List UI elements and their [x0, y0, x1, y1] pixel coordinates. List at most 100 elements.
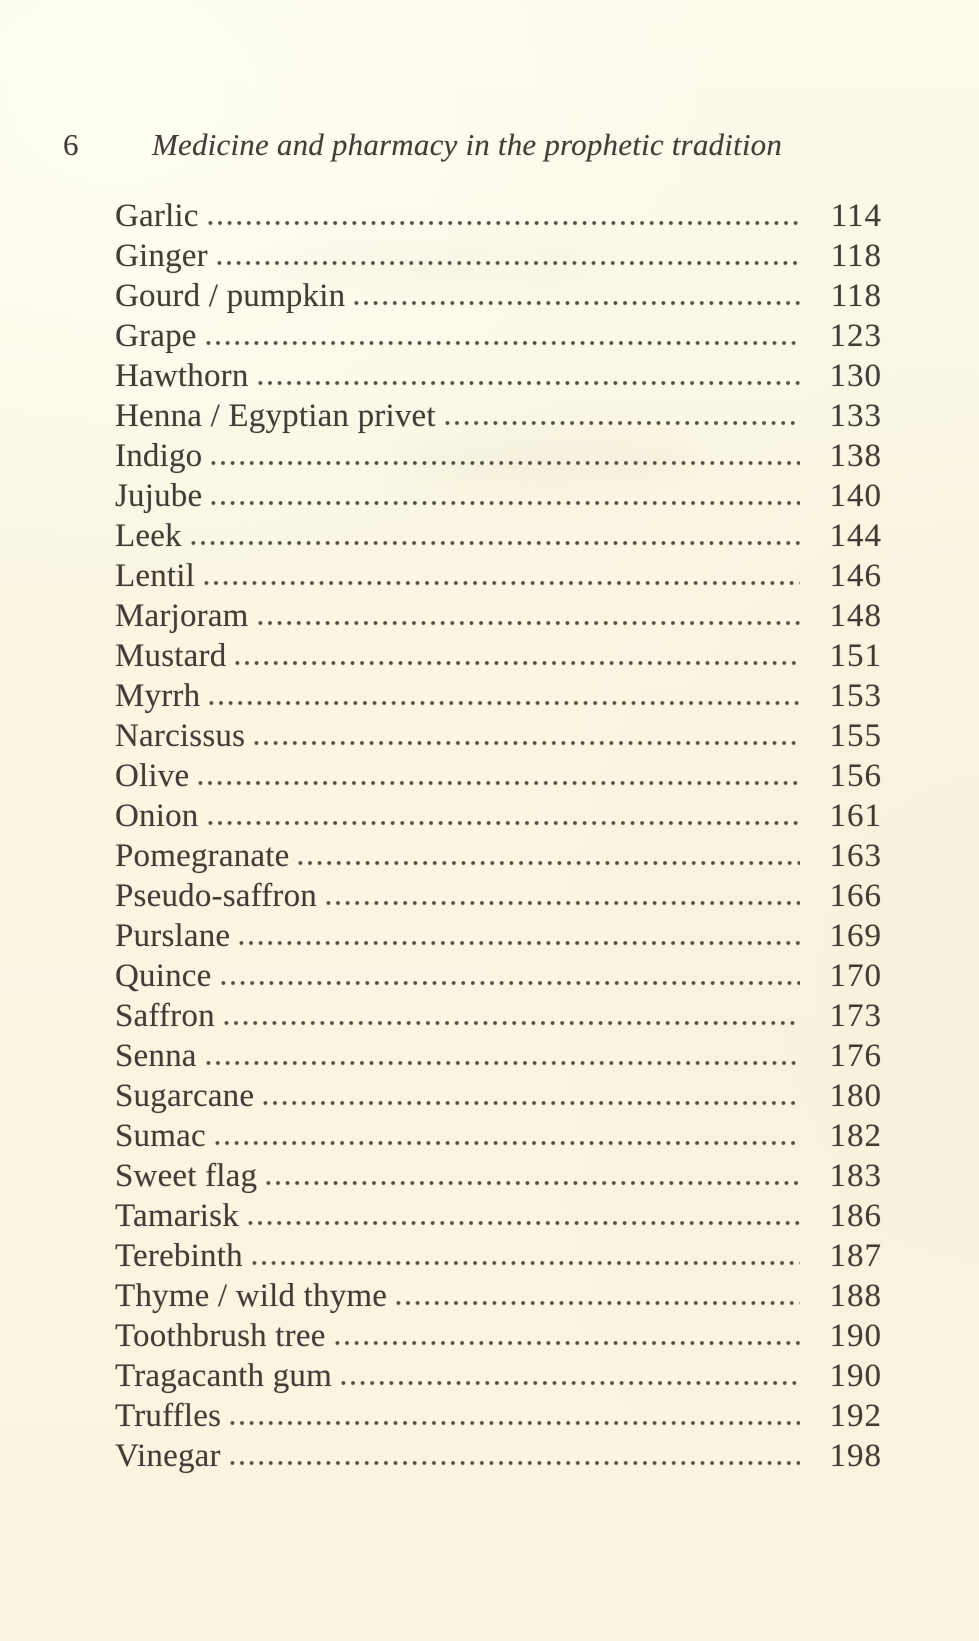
toc-leader-dots: [205, 340, 800, 346]
toc-entry-page: 190: [829, 1318, 882, 1354]
toc-entry-title: Tamarisk: [115, 1198, 239, 1234]
toc-row: Grape 123: [115, 316, 882, 356]
toc-row: Terebinth 187: [115, 1236, 882, 1276]
toc-row: Pomegranate 163: [115, 836, 882, 876]
toc-entry-page: 114: [830, 198, 882, 234]
toc-leader-dots: [190, 540, 800, 546]
toc-entry-page: 180: [829, 1078, 882, 1114]
toc-leader-dots: [229, 1460, 800, 1466]
toc-entry-title: Sugarcane: [115, 1078, 255, 1114]
toc-entry-page: 144: [829, 518, 882, 554]
toc-leader-dots: [207, 820, 800, 826]
toc-row: Onion 161: [115, 796, 882, 836]
toc-entry-page: 138: [829, 438, 882, 474]
running-head-title: Medicine and pharmacy in the prophetic t…: [152, 127, 783, 162]
toc-row: Ginger 118: [115, 236, 882, 276]
toc-leader-dots: [209, 700, 800, 706]
toc-entry-page: 186: [829, 1198, 882, 1234]
toc-entry-title: Sumac: [115, 1118, 206, 1154]
toc-row: Narcissus 155: [115, 716, 882, 756]
toc-entry-page: 151: [829, 638, 882, 674]
toc-entry-title: Gourd / pumpkin: [115, 278, 346, 314]
toc-entry-page: 148: [829, 598, 882, 634]
toc-leader-dots: [354, 300, 800, 306]
toc-entry-title: Indigo: [115, 438, 203, 474]
toc-entry-title: Senna: [115, 1038, 197, 1074]
toc-row: Thyme / wild thyme 188: [115, 1276, 882, 1316]
toc-row: Senna 176: [115, 1036, 882, 1076]
toc-entry-page: 190: [829, 1358, 882, 1394]
toc-row: Tragacanth gum 190: [115, 1356, 882, 1396]
toc-entry-page: 169: [829, 918, 882, 954]
toc-entry-page: 161: [829, 798, 882, 834]
toc-leader-dots: [326, 900, 800, 906]
toc-entry-title: Narcissus: [115, 718, 246, 754]
toc-row: Sweet flag 183: [115, 1156, 882, 1196]
toc-entry-title: Onion: [115, 798, 199, 834]
toc-entry-page: 192: [829, 1398, 882, 1434]
toc-entry-title: Thyme / wild thyme: [115, 1278, 388, 1314]
toc-leader-dots: [223, 1020, 800, 1026]
toc-row: Olive 156: [115, 756, 882, 796]
toc-row: Tamarisk 186: [115, 1196, 882, 1236]
toc-row: Sugarcane 180: [115, 1076, 882, 1116]
toc-leader-dots: [251, 1260, 800, 1266]
toc-list: Garlic 114 Ginger 118 Gourd / pumpkin 11…: [115, 196, 882, 1476]
page-number: 6: [63, 127, 79, 162]
toc-leader-dots: [216, 260, 800, 266]
toc-entry-page: 118: [830, 278, 882, 314]
toc-leader-dots: [230, 1420, 800, 1426]
toc-leader-dots: [220, 980, 800, 986]
toc-entry-title: Vinegar: [115, 1438, 221, 1474]
toc-entry-page: 130: [829, 358, 882, 394]
toc-leader-dots: [334, 1340, 800, 1346]
toc-leader-dots: [211, 460, 800, 466]
toc-leader-dots: [340, 1380, 800, 1386]
toc-entry-page: 146: [829, 558, 882, 594]
toc-leader-dots: [204, 580, 800, 586]
toc-entry-title: Tragacanth gum: [115, 1358, 332, 1394]
toc-entry-title: Garlic: [115, 198, 199, 234]
toc-leader-dots: [263, 1100, 800, 1106]
toc-entry-page: 153: [829, 678, 882, 714]
toc-entry-title: Henna / Egyptian privet: [115, 398, 436, 434]
toc-row: Indigo 138: [115, 436, 882, 476]
toc-entry-title: Sweet flag: [115, 1158, 258, 1194]
toc-entry-page: 198: [829, 1438, 882, 1474]
toc-row: Toothbrush tree 190: [115, 1316, 882, 1356]
toc-entry-page: 188: [829, 1278, 882, 1314]
toc-leader-dots: [396, 1300, 800, 1306]
toc-row: Saffron 173: [115, 996, 882, 1036]
toc-leader-dots: [257, 620, 800, 626]
toc-entry-title: Jujube: [115, 478, 203, 514]
toc-entry-page: 183: [829, 1158, 882, 1194]
toc-row: Hawthorn 130: [115, 356, 882, 396]
toc-entry-page: 156: [829, 758, 882, 794]
toc-row: Henna / Egyptian privet 133: [115, 396, 882, 436]
toc-entry-title: Saffron: [115, 998, 215, 1034]
toc-entry-page: 187: [829, 1238, 882, 1274]
toc-entry-title: Myrrh: [115, 678, 201, 714]
toc-leader-dots: [239, 940, 800, 946]
toc-leader-dots: [198, 780, 800, 786]
toc-entry-page: 163: [829, 838, 882, 874]
toc-leader-dots: [266, 1180, 800, 1186]
toc-entry-page: 170: [829, 958, 882, 994]
toc-leader-dots: [298, 860, 800, 866]
toc-entry-title: Pseudo-saffron: [115, 878, 317, 914]
toc-row: Quince 170: [115, 956, 882, 996]
toc-entry-title: Hawthorn: [115, 358, 249, 394]
toc-row: Purslane 169: [115, 916, 882, 956]
toc-entry-page: 176: [829, 1038, 882, 1074]
toc-row: Marjoram 148: [115, 596, 882, 636]
toc-row: Myrrh 153: [115, 676, 882, 716]
toc-entry-page: 166: [829, 878, 882, 914]
toc-entry-title: Marjoram: [115, 598, 249, 634]
toc-entry-page: 123: [829, 318, 882, 354]
toc-entry-title: Toothbrush tree: [115, 1318, 326, 1354]
toc-row: Lentil 146: [115, 556, 882, 596]
toc-entry-page: 133: [829, 398, 882, 434]
toc-entry-title: Purslane: [115, 918, 231, 954]
running-header: 6 Medicine and pharmacy in the prophetic…: [0, 125, 979, 165]
